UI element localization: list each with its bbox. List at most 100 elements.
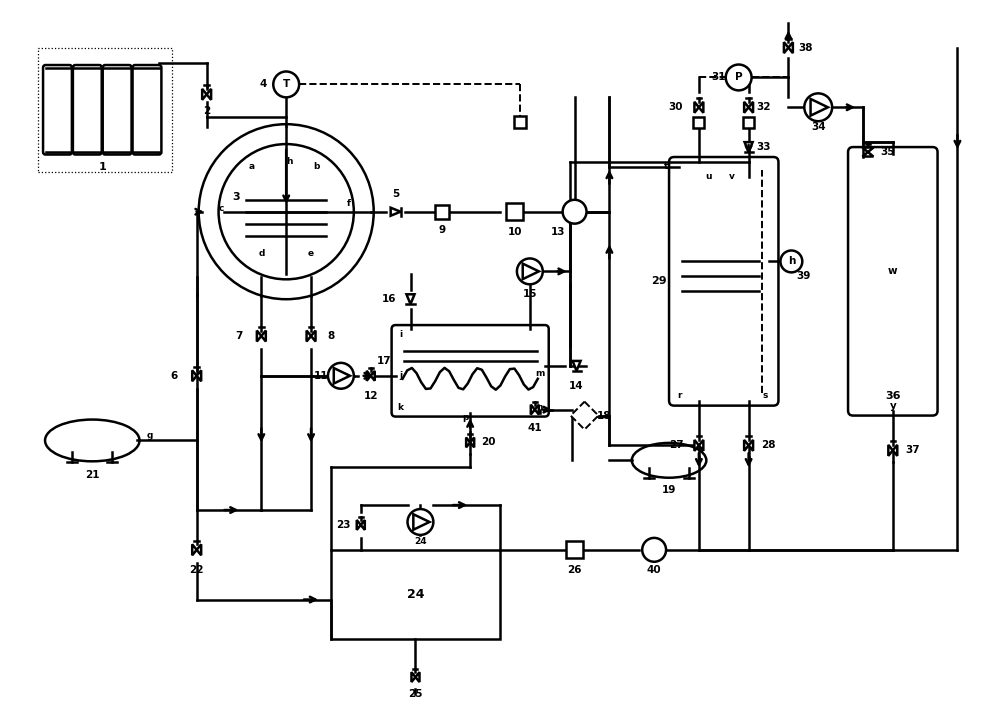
Text: 12: 12 — [363, 391, 378, 401]
FancyBboxPatch shape — [103, 65, 132, 155]
Polygon shape — [466, 437, 470, 447]
Text: 3: 3 — [233, 192, 240, 202]
Text: 19: 19 — [662, 485, 676, 495]
Text: c: c — [219, 205, 224, 213]
Polygon shape — [531, 405, 535, 415]
Polygon shape — [893, 445, 897, 456]
Text: j: j — [399, 371, 402, 380]
Text: 27: 27 — [669, 440, 683, 451]
Polygon shape — [788, 42, 793, 53]
Text: 18: 18 — [597, 411, 612, 420]
Polygon shape — [261, 330, 266, 342]
Text: 11: 11 — [314, 370, 328, 381]
Bar — [435, 205, 449, 219]
Text: r: r — [677, 391, 681, 400]
Text: 20: 20 — [481, 437, 495, 447]
Polygon shape — [699, 102, 703, 112]
Polygon shape — [573, 361, 581, 370]
Text: 32: 32 — [756, 103, 771, 112]
Text: 31: 31 — [712, 72, 726, 82]
Polygon shape — [811, 99, 828, 116]
Polygon shape — [571, 401, 598, 430]
Text: 28: 28 — [761, 440, 776, 451]
Text: 17: 17 — [376, 356, 391, 366]
Polygon shape — [192, 370, 197, 381]
Polygon shape — [307, 330, 311, 342]
Circle shape — [273, 72, 299, 97]
Text: 35: 35 — [881, 147, 895, 157]
Text: f: f — [347, 199, 351, 208]
Bar — [514, 116, 526, 128]
Polygon shape — [862, 152, 873, 157]
FancyBboxPatch shape — [43, 65, 72, 155]
Polygon shape — [749, 440, 753, 451]
Text: 6: 6 — [170, 370, 177, 381]
Circle shape — [642, 538, 666, 562]
Polygon shape — [311, 330, 316, 342]
Bar — [331, 550, 500, 639]
Text: s: s — [763, 391, 768, 400]
Text: 7: 7 — [235, 331, 242, 341]
Polygon shape — [391, 207, 401, 216]
Text: 26: 26 — [567, 565, 582, 575]
Text: 36: 36 — [885, 391, 901, 401]
Text: h: h — [286, 157, 292, 167]
Polygon shape — [744, 440, 749, 451]
Text: v: v — [729, 172, 735, 181]
Polygon shape — [197, 370, 201, 381]
Polygon shape — [334, 368, 350, 384]
Text: i: i — [399, 330, 402, 339]
Text: n: n — [537, 403, 543, 412]
Text: 10: 10 — [508, 226, 522, 237]
FancyBboxPatch shape — [669, 157, 778, 406]
Text: t: t — [664, 162, 668, 172]
Polygon shape — [197, 544, 201, 555]
Circle shape — [408, 509, 433, 535]
Polygon shape — [535, 405, 539, 415]
Text: 30: 30 — [669, 103, 683, 112]
Text: u: u — [706, 172, 712, 181]
Polygon shape — [862, 148, 873, 152]
Polygon shape — [470, 437, 474, 447]
Text: P: P — [735, 72, 742, 82]
Text: 41: 41 — [527, 423, 542, 432]
Text: 15: 15 — [523, 289, 537, 299]
Text: 16: 16 — [381, 295, 396, 304]
Text: 13: 13 — [550, 226, 565, 237]
Text: 5: 5 — [392, 189, 399, 199]
Polygon shape — [888, 445, 893, 456]
Text: 25: 25 — [408, 689, 423, 699]
Polygon shape — [694, 102, 699, 112]
Text: 9: 9 — [439, 225, 446, 235]
Bar — [566, 541, 583, 558]
Text: 33: 33 — [756, 142, 771, 152]
Text: 38: 38 — [798, 43, 813, 53]
Text: k: k — [398, 403, 404, 412]
Text: 1: 1 — [98, 162, 106, 172]
Circle shape — [726, 65, 752, 91]
Text: a: a — [248, 162, 254, 172]
Text: 22: 22 — [189, 565, 204, 575]
FancyBboxPatch shape — [133, 65, 161, 155]
Polygon shape — [367, 371, 371, 381]
Circle shape — [199, 124, 374, 299]
Polygon shape — [361, 520, 365, 530]
Polygon shape — [745, 142, 753, 152]
Bar — [506, 203, 523, 220]
FancyBboxPatch shape — [73, 65, 102, 155]
Polygon shape — [371, 371, 375, 381]
Text: 39: 39 — [796, 271, 810, 281]
Polygon shape — [784, 42, 788, 53]
Text: p: p — [462, 413, 468, 422]
Text: g: g — [147, 431, 153, 440]
Text: e: e — [308, 249, 314, 258]
Text: 37: 37 — [905, 446, 920, 456]
Text: 24: 24 — [414, 537, 427, 546]
Bar — [693, 117, 704, 128]
Text: 21: 21 — [85, 470, 100, 480]
Bar — [743, 117, 754, 128]
Text: T: T — [283, 79, 290, 89]
Text: 24: 24 — [407, 588, 424, 601]
Polygon shape — [192, 544, 197, 555]
Circle shape — [517, 259, 543, 284]
